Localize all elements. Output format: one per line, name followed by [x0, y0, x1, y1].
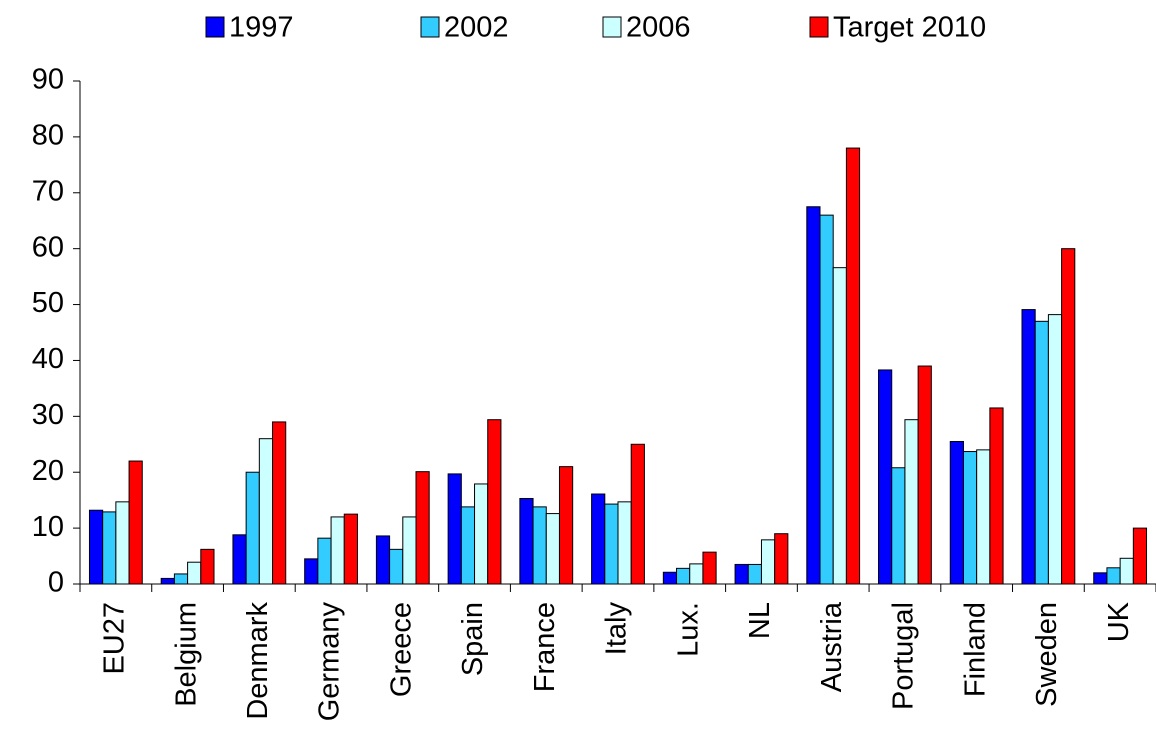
- bar: [702, 551, 717, 585]
- bar: [402, 516, 417, 585]
- bar: [447, 473, 462, 585]
- bar: [317, 537, 332, 585]
- x-tick-label: Italy: [601, 602, 633, 656]
- x-tick-label: Sweden: [1031, 602, 1063, 707]
- bar: [747, 563, 762, 585]
- bar: [904, 419, 919, 585]
- y-tick-label: 20: [32, 455, 64, 487]
- y-tick-label: 30: [32, 399, 64, 431]
- bar: [1061, 248, 1076, 585]
- bar: [806, 206, 821, 585]
- bar: [128, 460, 143, 585]
- bar: [662, 571, 678, 585]
- bar: [774, 533, 789, 585]
- x-tick-label: NL: [744, 602, 776, 639]
- bar: [232, 534, 247, 585]
- bar: [760, 539, 776, 585]
- y-tick-label: 0: [48, 567, 64, 599]
- bar: [330, 516, 345, 585]
- x-tick-label: Austria: [816, 601, 848, 692]
- bar: [102, 511, 117, 585]
- bar: [532, 506, 547, 585]
- bar: [976, 449, 991, 585]
- legend-label: 2002: [444, 12, 509, 44]
- y-tick-label: 40: [32, 343, 64, 375]
- bar: [845, 147, 861, 585]
- x-tick-label: Spain: [457, 602, 489, 676]
- y-tick-label: 10: [32, 511, 64, 543]
- bar: [173, 573, 189, 585]
- bar: [891, 467, 906, 585]
- bar: [200, 548, 215, 585]
- legend-label: Target 2010: [833, 12, 986, 44]
- x-tick-label: EU27: [99, 602, 131, 675]
- bar: [1132, 527, 1148, 585]
- y-tick-label: 70: [32, 175, 64, 207]
- bar: [375, 535, 391, 585]
- y-tick-label: 60: [32, 231, 64, 263]
- bar: [630, 443, 645, 585]
- y-tick-label: 50: [32, 287, 64, 319]
- x-tick-label: Greece: [385, 602, 417, 697]
- bar: [878, 369, 893, 585]
- bar: [591, 493, 606, 585]
- x-tick-label: Germany: [314, 602, 346, 722]
- bar: [819, 214, 834, 585]
- bar: [1034, 320, 1049, 585]
- bar: [949, 440, 964, 585]
- legend-label: 1997: [229, 12, 294, 44]
- bar: [962, 451, 978, 585]
- bar: [617, 501, 632, 585]
- bar: [1047, 314, 1063, 585]
- bar: [604, 503, 619, 585]
- bar: [519, 497, 534, 585]
- x-tick-label: UK: [1103, 601, 1135, 642]
- bar: [1106, 567, 1121, 585]
- bar: [304, 558, 319, 585]
- bar: [258, 438, 274, 585]
- legend-swatch: [809, 16, 829, 38]
- bar: [187, 561, 202, 585]
- x-tick-label: Portugal: [888, 602, 920, 710]
- legend-swatch: [205, 16, 225, 38]
- x-tick-label: Denmark: [242, 602, 274, 720]
- x-tick-label: Lux.: [672, 602, 704, 657]
- bar: [460, 506, 476, 585]
- bar: [558, 466, 574, 585]
- bar: [1021, 309, 1036, 585]
- bar: [734, 563, 749, 585]
- bar: [689, 563, 704, 585]
- bar: [917, 365, 932, 585]
- bar: [115, 501, 130, 585]
- bar: [415, 471, 430, 585]
- bar: [474, 483, 489, 585]
- bar: [245, 471, 260, 585]
- bar: [343, 513, 358, 585]
- bar: [989, 407, 1004, 585]
- bar: [487, 419, 502, 585]
- bar: [545, 513, 560, 585]
- legend-label: 2006: [626, 12, 691, 44]
- bar: [389, 548, 404, 585]
- y-tick-label: 80: [32, 120, 64, 152]
- bar: [88, 509, 104, 585]
- bar: [272, 421, 287, 585]
- legend-swatch: [602, 16, 622, 38]
- x-tick-label: France: [529, 602, 561, 692]
- y-tick-label: 90: [32, 64, 64, 96]
- bar: [1093, 572, 1108, 585]
- x-tick-label: Belgium: [170, 602, 202, 707]
- bar: [1119, 557, 1134, 585]
- bar: [832, 267, 847, 585]
- bar: [676, 567, 691, 585]
- bar: [160, 577, 175, 585]
- x-tick-label: Finland: [959, 602, 991, 697]
- legend-swatch: [420, 16, 440, 38]
